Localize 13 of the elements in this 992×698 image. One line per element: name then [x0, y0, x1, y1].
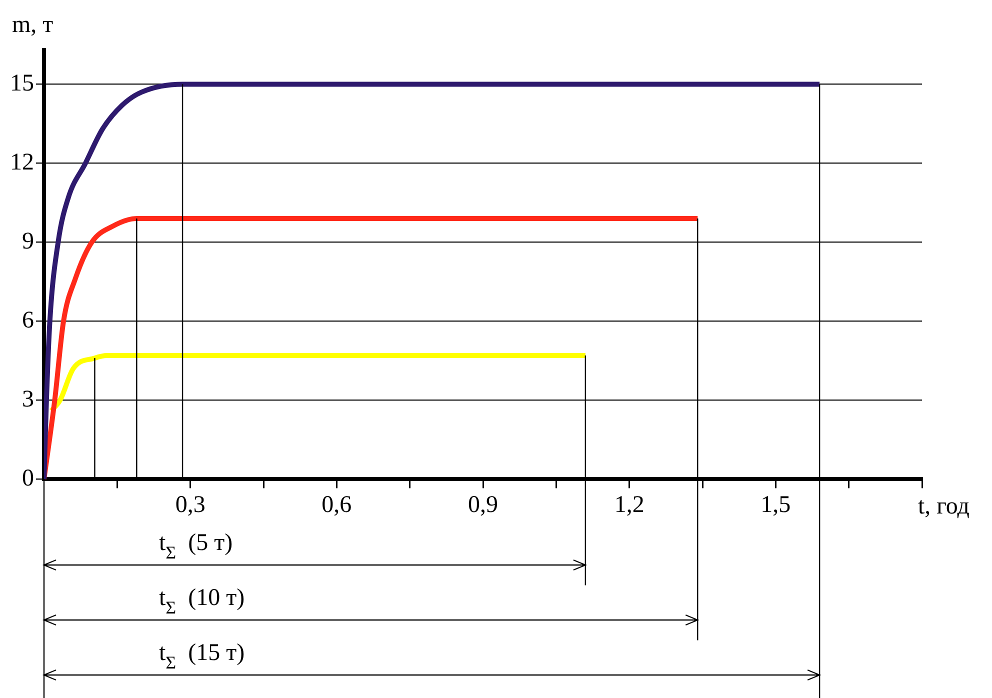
x-tick-label: 0,9	[468, 492, 498, 518]
y-tick-label: 12	[10, 150, 34, 176]
y-tick-label: 0	[22, 465, 34, 492]
x-tick-label: 0,3	[175, 492, 206, 518]
x-axis-title: t, год	[918, 493, 970, 520]
x-tick-label: 1,2	[614, 492, 644, 518]
y-tick-label: 9	[22, 228, 34, 255]
x-tick-label: 1,5	[760, 492, 791, 518]
y-tick-label: 6	[22, 308, 34, 334]
y-tick-label: 15	[10, 70, 34, 97]
y-axis-title: m, т	[12, 12, 54, 38]
x-tick-label: 0,6	[322, 492, 352, 518]
y-tick-label: 3	[22, 386, 34, 413]
